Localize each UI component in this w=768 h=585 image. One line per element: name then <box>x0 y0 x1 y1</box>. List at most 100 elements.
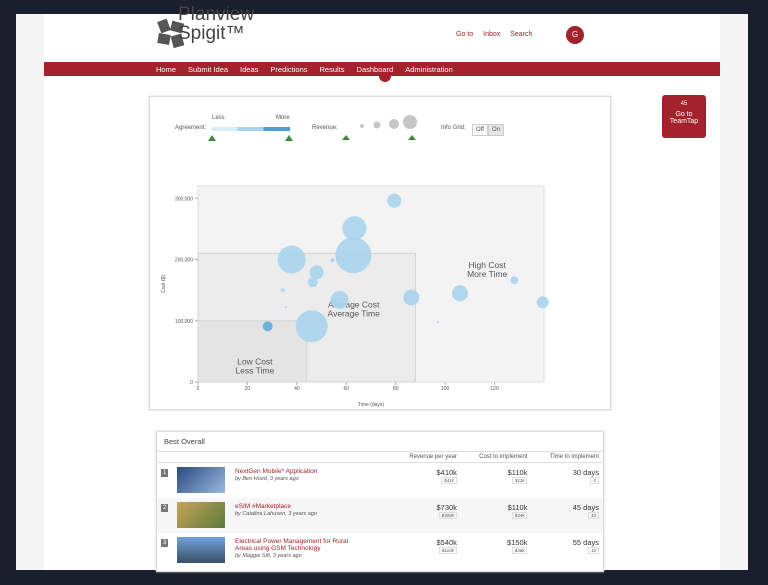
bubble[interactable] <box>262 321 273 332</box>
nav-item[interactable]: Dashboard <box>356 64 394 74</box>
link[interactable]: Go to <box>456 31 474 38</box>
value: 30 days <box>572 468 599 477</box>
value: $730k <box>436 502 457 512</box>
nav-item[interactable]: Predictions <box>270 64 308 74</box>
nav-item[interactable]: Home <box>156 64 177 74</box>
y-tick-label: 200,000 <box>175 258 193 264</box>
header-cell <box>157 452 391 463</box>
rank-badge: 1 <box>161 469 169 477</box>
bubble[interactable] <box>295 310 328 343</box>
table-title: Best Overall <box>157 432 603 452</box>
region-label: High Cost <box>468 260 506 270</box>
bubble[interactable] <box>307 277 318 288</box>
rank-cell: 2 <box>157 498 173 533</box>
bubble[interactable] <box>536 296 549 309</box>
thumb-cell <box>173 463 231 498</box>
bubble[interactable] <box>335 237 372 274</box>
x-tick-label: 120 <box>490 386 499 392</box>
rank-badge: 3 <box>161 538 169 547</box>
idea-title[interactable]: NextGen Mobile* Application <box>235 468 318 475</box>
sub-value: 0 <box>590 477 599 484</box>
x-tick-label: 60 <box>344 386 350 392</box>
column-header: Cost to implement <box>479 454 528 460</box>
sub-value: $34k <box>511 511 528 519</box>
value: $110k <box>507 502 528 512</box>
button-label: Go to TeamTap <box>669 111 699 125</box>
bubble[interactable] <box>436 320 439 323</box>
bubble[interactable] <box>451 285 468 302</box>
value-cell: $410k $41k <box>391 463 461 498</box>
nav-item[interactable]: Administration <box>405 64 453 74</box>
filter-label: Info Grid: <box>441 125 466 131</box>
bubble[interactable] <box>309 265 324 280</box>
nav-item[interactable]: Submit Idea <box>188 64 229 74</box>
y-tick-label: 100,000 <box>175 319 193 325</box>
y-axis-label: Cost ($) <box>161 275 167 293</box>
thumbnail <box>177 536 225 563</box>
bubble[interactable] <box>342 216 367 241</box>
nav-item[interactable]: Ideas <box>240 64 259 74</box>
thumb-cell <box>173 498 231 533</box>
table-row: 3 Electrical Power Management for Rural A… <box>157 533 603 568</box>
column-header: Time to implement <box>549 454 599 460</box>
region-label: More Time <box>467 269 507 279</box>
agreement-slider[interactable] <box>212 127 290 131</box>
link[interactable]: Search <box>510 31 533 38</box>
teamtap-button[interactable]: 45 Go to TeamTap <box>662 95 706 138</box>
bubble[interactable] <box>387 193 402 208</box>
value-cell: 45 days 10 <box>531 498 603 533</box>
rank-cell: 3 <box>157 533 173 568</box>
x-tick-label: 0 <box>197 386 200 392</box>
sub-value: 10 <box>587 511 599 519</box>
ideas-table: Revenue per year Cost to implement Time to… <box>157 452 603 568</box>
sub-value: $36k <box>511 546 528 554</box>
region <box>197 320 308 383</box>
thumb-cell <box>173 533 231 568</box>
region-label: Average Cost <box>328 300 380 310</box>
nav-bar: Home Submit Idea Ideas Predictions Results Da… <box>44 62 720 76</box>
bubble[interactable] <box>330 290 349 309</box>
value: $410k <box>436 468 457 477</box>
region-label: Average Time <box>328 309 381 319</box>
bubble[interactable] <box>277 245 306 274</box>
toggle-on[interactable]: On <box>488 124 505 136</box>
bubble[interactable] <box>284 306 287 309</box>
value-cell: $110k $34k <box>461 498 532 533</box>
x-axis-label: Time (days) <box>358 402 385 408</box>
avatar[interactable]: G <box>566 26 584 44</box>
sub-value: $11k <box>512 477 528 484</box>
idea-title[interactable]: Electrical Power Management for Rural Ar… <box>235 537 349 552</box>
filter-label: More <box>276 115 290 121</box>
value: 55 days <box>572 537 599 547</box>
collapse-toggle[interactable] <box>379 72 391 82</box>
bubble[interactable] <box>330 258 335 263</box>
rank-cell: 1 <box>157 463 173 498</box>
toggle-off[interactable]: Off <box>472 124 488 136</box>
logo-text: Planview <box>178 4 255 25</box>
rank-badge: 2 <box>161 503 169 512</box>
y-tick-label: 300,000 <box>175 196 193 202</box>
revenue-slider[interactable] <box>342 112 422 142</box>
byline: by Catalina Lahusen, 3 years ago <box>235 510 317 517</box>
bubble[interactable] <box>280 288 285 293</box>
x-tick-label: 40 <box>294 386 300 392</box>
idea-title[interactable]: eSIM #Marketplace <box>235 502 291 510</box>
bubble[interactable] <box>510 276 519 285</box>
table-card: Best Overall Revenue per year Cost to imp… <box>156 431 604 572</box>
sub-value: $110k <box>439 546 457 554</box>
x-tick-label: 20 <box>245 386 251 392</box>
thumbnail <box>177 467 225 493</box>
top-links: Go to Inbox Search <box>456 31 532 38</box>
filter-label: Revenue: <box>312 125 338 131</box>
logo-text: Spigit™ <box>178 23 245 44</box>
value: 45 days <box>572 502 599 512</box>
nav-item[interactable]: Results <box>319 64 345 74</box>
thumbnail <box>177 501 225 528</box>
byline: by Maggie Sift, 3 years ago <box>235 552 302 559</box>
bubble[interactable] <box>403 289 420 306</box>
value-cell: $110k $11k <box>461 463 532 498</box>
byline: by Ben Hood, 3 years ago <box>235 476 299 482</box>
x-tick-label: 100 <box>441 386 450 392</box>
link[interactable]: Inbox <box>483 31 501 38</box>
value: $150k <box>507 537 528 547</box>
